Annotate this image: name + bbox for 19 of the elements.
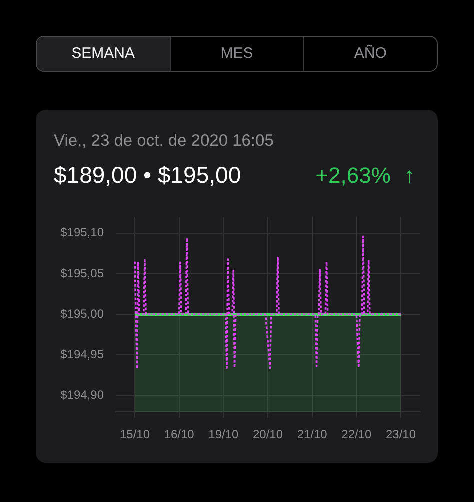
tab: AÑO [303,37,437,71]
y-tick-label: $194,90 [60,388,104,402]
x-tick-label: 20/10 [252,428,284,442]
x-tick-label: 22/10 [342,428,372,442]
x-tick-label: 23/10 [386,428,416,442]
x-tick-label: 16/10 [164,428,195,442]
chart-subtitle: Vie., 23 de oct. de 2020 16:05 [54,132,274,151]
y-tick-label: $194,95 [60,347,104,362]
x-tick-label: 21/10 [297,428,328,442]
y-tick-label: $195,05 [60,266,104,280]
y-tick-label: $195,10 [60,226,104,240]
tab: SEMANA [37,37,170,71]
x-tick-label: 19/10 [208,428,240,442]
text: +2,63% ↑ [316,162,415,189]
tab: MES [170,37,304,71]
x-tick-label: 15/10 [120,428,150,442]
line-series [134,236,402,370]
chart-title: $189,00 • $195,00 [54,162,242,189]
y-tick-label: $195,00 [60,306,104,321]
